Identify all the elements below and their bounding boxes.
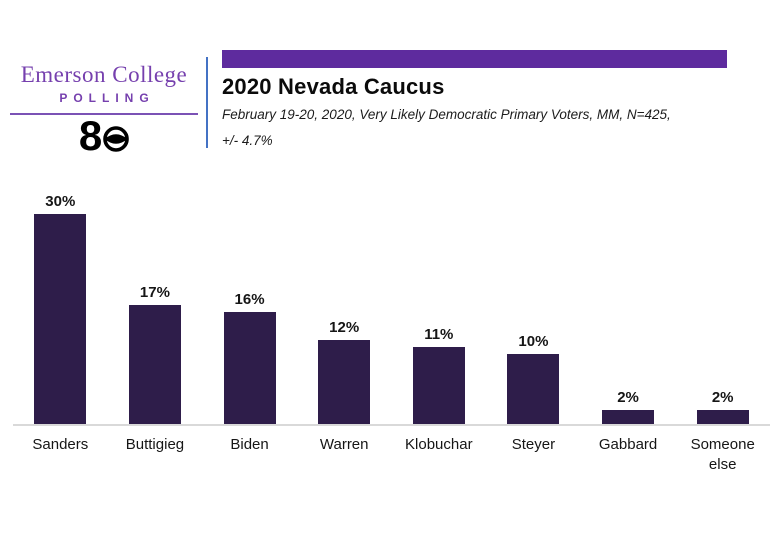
bar-category-label: Buttigieg (125, 436, 185, 453)
chart-subtitle-line1: February 19-20, 2020, Very Likely Democr… (222, 107, 671, 122)
chart-subtitle-line2: +/- 4.7% (222, 132, 273, 148)
chart-bar (223, 312, 276, 424)
bar-value-label: 16% (234, 291, 265, 308)
bar-value-label: 2% (711, 389, 734, 406)
chart-bar (507, 354, 560, 424)
bar-category-label: Biden (230, 436, 269, 453)
emerson-college-logo: Emerson College POLLING 8 (8, 62, 200, 159)
chart-bar (412, 347, 465, 424)
chart-bar-column: 2% (675, 389, 770, 424)
bar-value-label: 11% (424, 326, 454, 343)
logo-underline (10, 113, 198, 115)
bars-row: 30% 17% 16% 12% 11% 10% 2% 2% (13, 190, 770, 424)
cbs-eye-icon (103, 126, 129, 153)
chart-bar (602, 410, 655, 424)
chart-bar-column: 12% (297, 319, 392, 424)
bar-category-label: Klobuchar (405, 436, 473, 453)
bar-category-label: Warren (319, 436, 369, 453)
bar-value-label: 17% (139, 284, 170, 301)
bar-category-label: Sanders (32, 436, 89, 453)
x-axis-line (13, 424, 770, 426)
bar-chart: 30% 17% 16% 12% 11% 10% 2% 2% Sanders Buttigieg B… (13, 190, 770, 476)
station-number: 8 (78, 112, 103, 159)
chart-bar-column: 10% (486, 333, 581, 424)
chart-bar-column: 17% (108, 284, 203, 424)
vertical-divider (206, 57, 208, 148)
page-title: 2020 Nevada Caucus (222, 74, 445, 99)
polling-label: POLLING (59, 91, 155, 105)
bar-value-label: 30% (45, 193, 76, 210)
chart-bar (696, 410, 749, 424)
chart-bar-column: 11% (392, 326, 487, 424)
station-8-logo: 8 (8, 112, 200, 159)
bar-value-label: 10% (518, 333, 549, 350)
bar-value-label: 2% (617, 389, 639, 406)
chart-bar-column: 16% (202, 291, 297, 424)
bar-value-label: 12% (329, 319, 360, 336)
chart-bar-column: 30% (13, 193, 108, 424)
chart-bar-column: 2% (581, 389, 676, 424)
labels-row: Sanders Buttigieg Biden Warren Klobuchar Stey… (13, 426, 770, 476)
org-name: Emerson College (20, 62, 188, 87)
header: 2020 Nevada Caucus February 19-20, 2020,… (222, 50, 727, 147)
bar-category-label: Someone else (690, 436, 755, 474)
bar-category-label: Gabbard (598, 436, 658, 453)
bar-category-label: Steyer (511, 436, 556, 453)
header-accent-bar (222, 50, 727, 68)
chart-bar (318, 340, 371, 424)
chart-bar (128, 305, 181, 424)
chart-bar (34, 214, 87, 424)
